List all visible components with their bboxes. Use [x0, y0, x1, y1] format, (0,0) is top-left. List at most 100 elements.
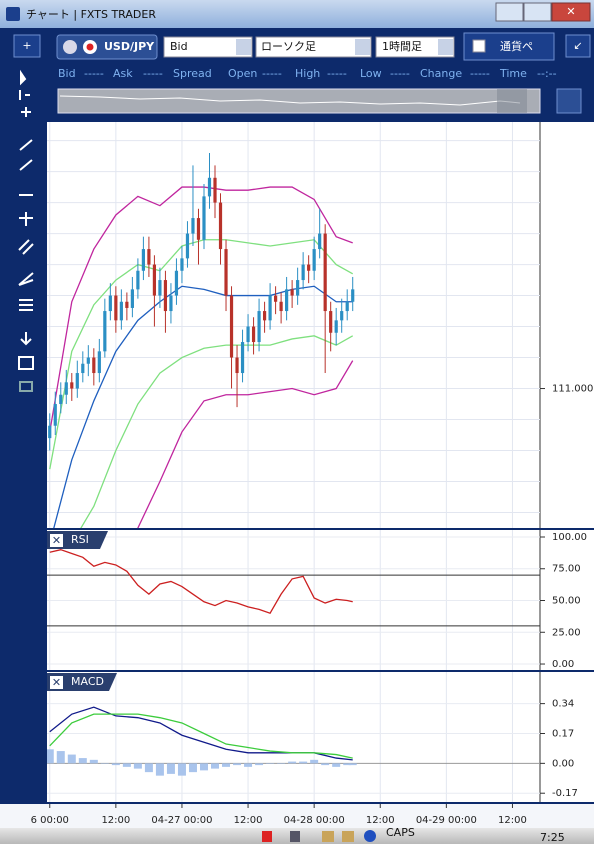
caps-indicator: CAPS [386, 826, 415, 839]
indicator-line [49, 713, 353, 759]
list-tool[interactable] [18, 356, 34, 370]
panel-header [47, 673, 117, 691]
period-select[interactable] [375, 36, 455, 58]
plots: 111.000 100.00 75.00 50.00 25.00 0.00 ✕ RSI 0.34… [31, 122, 593, 826]
histogram-bar [222, 763, 231, 767]
tray-icon[interactable] [322, 831, 334, 842]
panel-label: RSI [71, 533, 89, 546]
navigator-button[interactable] [556, 88, 582, 114]
x-tick-label: 6 00:00 [31, 815, 69, 826]
y-tick-label: 50.00 [552, 596, 581, 607]
histogram-bar [343, 763, 352, 766]
line-tool[interactable] [19, 159, 33, 171]
close-button[interactable] [551, 2, 591, 22]
chart-type-select[interactable] [255, 36, 372, 58]
y-tick-label: 0.00 [552, 758, 574, 769]
help-icon[interactable] [364, 830, 376, 842]
quote-label: Ask [113, 67, 133, 80]
quote-label: ----- [262, 67, 282, 80]
x-tick-label: 04-27 00:00 [151, 815, 212, 826]
x-tick-label: 12:00 [234, 815, 263, 826]
panel [47, 122, 540, 528]
price-side-select[interactable] [163, 36, 253, 58]
candle-body [103, 311, 107, 352]
histogram-bar [78, 758, 87, 764]
y-tick-label: 0.00 [552, 659, 574, 670]
candle-body [251, 326, 256, 343]
candle-body [345, 301, 349, 312]
candle-body [268, 295, 272, 321]
time-axis [0, 804, 594, 828]
candle-body [290, 289, 294, 296]
candle-body [174, 270, 179, 296]
tray-icon[interactable] [262, 831, 272, 842]
candle-body [75, 373, 79, 389]
pointer-tool[interactable] [20, 69, 27, 86]
trend-tool[interactable] [19, 139, 33, 151]
candle-body [246, 326, 250, 343]
panel [47, 530, 540, 670]
maximize-button[interactable] [523, 2, 552, 22]
chart-area [47, 122, 594, 803]
panel [47, 672, 540, 802]
histogram-bar [122, 763, 131, 767]
minimize-button[interactable] [495, 2, 524, 22]
panel-close [50, 676, 63, 689]
indicator-line [49, 549, 353, 615]
detach-button[interactable] [565, 34, 591, 58]
candle-body [185, 233, 190, 259]
navigator-window[interactable] [497, 89, 527, 113]
add-button[interactable] [13, 34, 41, 58]
candle-body [312, 249, 316, 271]
y-tick-label: 0.34 [552, 699, 574, 710]
y-tick-label: 75.00 [552, 564, 581, 575]
candle-body [307, 264, 311, 271]
candle-body [86, 357, 90, 364]
candle-body [169, 295, 173, 312]
candle-body [147, 249, 151, 265]
candle-body [279, 301, 283, 312]
quote-label: Spread [173, 67, 212, 80]
candle-body [340, 311, 344, 321]
histogram-bar [56, 751, 65, 764]
quote-label: ----- [143, 67, 163, 80]
symbol: USD/JPY [104, 40, 155, 53]
panel-divider [47, 528, 594, 530]
camera-tool[interactable] [19, 381, 33, 392]
candle-body [273, 295, 278, 302]
histogram-bar [277, 763, 286, 764]
crosshair-tool[interactable] [19, 90, 30, 100]
tray-icon[interactable] [342, 831, 354, 842]
candle-body [285, 289, 289, 312]
app-icon [6, 7, 20, 21]
candle-body [141, 249, 145, 271]
candle-body [301, 264, 305, 281]
title-bar [0, 0, 594, 28]
download-tool[interactable] [20, 332, 32, 346]
candle-body [64, 382, 68, 395]
pair-checkbox[interactable] [472, 39, 486, 53]
pan-tool[interactable] [21, 107, 31, 117]
panel-divider [47, 670, 594, 672]
candle-body [191, 218, 195, 234]
quote-bar: Bid ----- Ask ----- Spread Open ----- High -----… [58, 67, 557, 80]
panel-close-glyph: ✕ [52, 676, 61, 689]
quote-label: ----- [390, 67, 410, 80]
y-tick-label: 25.00 [552, 627, 581, 638]
fan-tool[interactable] [18, 272, 34, 286]
band-line [80, 335, 354, 528]
quote-label: Open [228, 67, 257, 80]
candle-body [48, 425, 52, 439]
candle-body [262, 311, 267, 321]
quote-label: --:-- [537, 67, 557, 80]
fib-tool[interactable] [19, 299, 33, 311]
navigator[interactable] [57, 88, 541, 114]
channel-tool[interactable] [18, 239, 34, 255]
candle-body [136, 270, 140, 290]
tray-icon[interactable] [290, 831, 300, 842]
candle-body [108, 295, 112, 312]
vline-tool[interactable] [19, 212, 33, 226]
detach-glyph: ↙ [573, 39, 582, 52]
symbol-button[interactable] [56, 34, 158, 60]
